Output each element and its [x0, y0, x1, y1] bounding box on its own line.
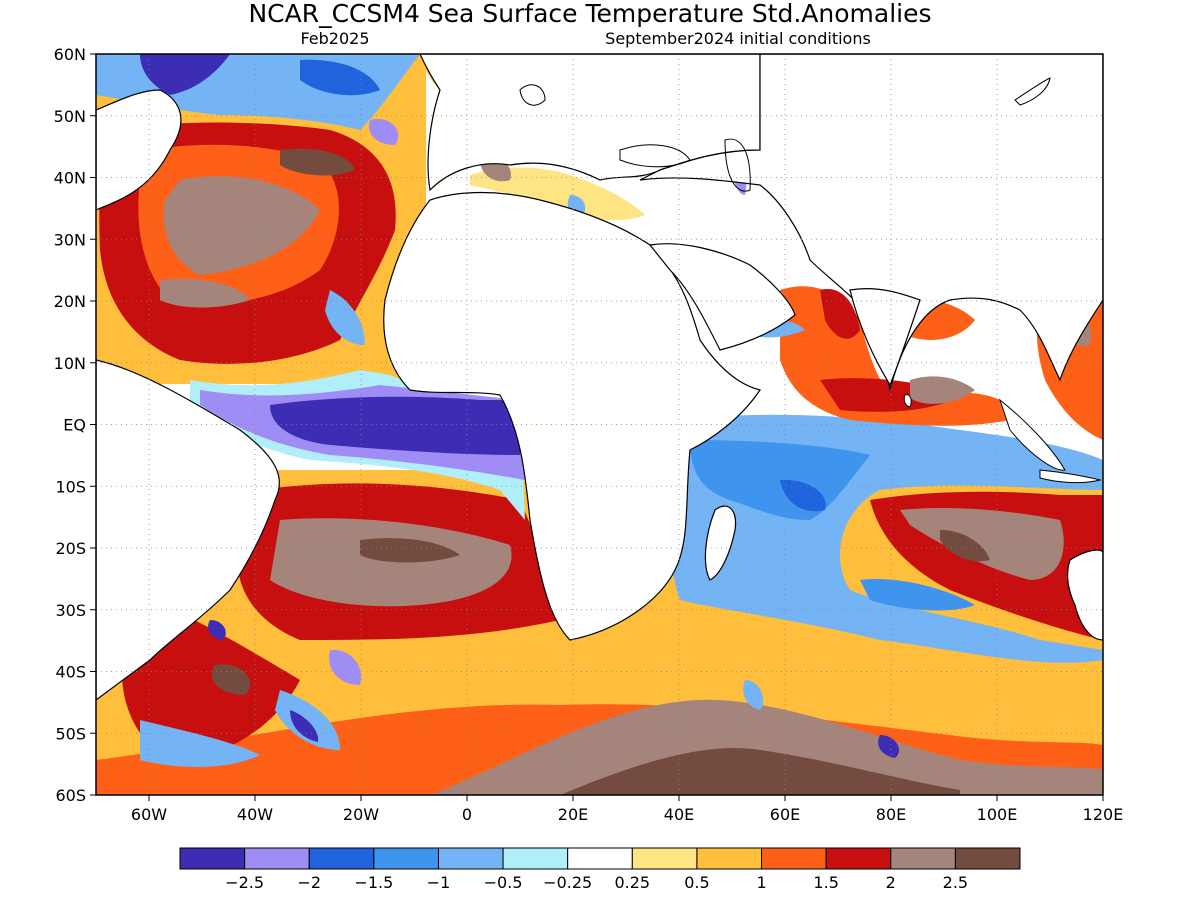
colorbar-label: −1.5 [354, 873, 393, 892]
colorbar-swatch [567, 847, 633, 870]
colorbar-swatch [179, 847, 246, 870]
colorbar-swatch [696, 847, 763, 870]
initial-conditions-label: September2024 initial conditions [605, 29, 871, 48]
colorbar-label: −1 [427, 873, 451, 892]
lat-label: 50N [54, 107, 86, 126]
lon-label: 80E [876, 805, 906, 824]
colorbar-label: 1.5 [813, 873, 838, 892]
anomaly-field [96, 54, 1103, 795]
lon-label: 20E [558, 805, 588, 824]
colorbar-swatch [373, 847, 439, 870]
lat-label: 10N [54, 354, 86, 373]
colorbar-swatch [244, 847, 310, 870]
colorbar-label: −2.5 [225, 873, 264, 892]
colorbar-label: −2 [297, 873, 321, 892]
arabia-landmass [648, 243, 796, 351]
colorbar-swatch [502, 847, 569, 870]
lat-label: 50S [55, 724, 86, 743]
north-america-landmass [96, 89, 182, 211]
colorbar-swatch [954, 847, 1021, 870]
colorbar-label: 1 [756, 873, 766, 892]
colorbar-labels: −2.5 −2 −1.5 −1 −0.5 −0.25 0.25 0.5 1 1.5 2 2.5 [225, 873, 968, 892]
lon-label: 0 [462, 805, 472, 824]
latitude-labels: 60N 50N 40N 30N 20N 10N EQ 10S 20S 30S 40S 50S 60S [54, 45, 96, 805]
lat-label: 10S [55, 477, 86, 496]
colorbar-label: 2 [886, 873, 896, 892]
lat-label: 30S [55, 601, 86, 620]
lon-label: 20W [343, 805, 379, 824]
colorbar-label: −0.5 [484, 873, 523, 892]
lat-label: 30N [54, 230, 86, 249]
colorbar-label: −0.25 [543, 873, 592, 892]
lat-label: 20S [55, 539, 86, 558]
forecast-month: Feb2025 [300, 29, 369, 48]
colorbar-label: 0.25 [614, 873, 650, 892]
colorbar-label: 2.5 [943, 873, 968, 892]
lon-label: 100E [977, 805, 1018, 824]
lon-label: 60W [131, 805, 167, 824]
map-title: NCAR_CCSM4 Sea Surface Temperature Std.A… [248, 0, 931, 28]
grid-lines [96, 54, 1103, 795]
colorbar-label: 0.5 [684, 873, 709, 892]
colorbar-swatch [890, 847, 956, 870]
madagascar-landmass [704, 505, 737, 581]
lon-label: 60E [770, 805, 800, 824]
colorbar-swatch [825, 847, 892, 870]
lat-label: 20N [54, 292, 86, 311]
colorbar-swatch [761, 847, 827, 870]
colorbar-swatch [437, 847, 504, 870]
longitude-labels: 60W 40W 20W 0 20E 40E 60E 80E 100E 120E [131, 795, 1123, 824]
colorbar-swatch [631, 847, 698, 870]
australia-landmass [1066, 549, 1103, 641]
colorbar [179, 847, 1021, 870]
india-landmass [849, 288, 921, 387]
lon-label: 40W [237, 805, 273, 824]
asia-landmass [639, 54, 1103, 391]
lon-label: 40E [664, 805, 694, 824]
lat-label: 60N [54, 45, 86, 64]
lat-label: 40N [54, 169, 86, 188]
lat-label: 60S [55, 786, 86, 805]
lat-label: 40S [55, 663, 86, 682]
south-america-landmass [96, 359, 281, 701]
colorbar-swatch [308, 847, 375, 870]
lon-label: 120E [1083, 805, 1124, 824]
lat-label: EQ [63, 416, 86, 435]
